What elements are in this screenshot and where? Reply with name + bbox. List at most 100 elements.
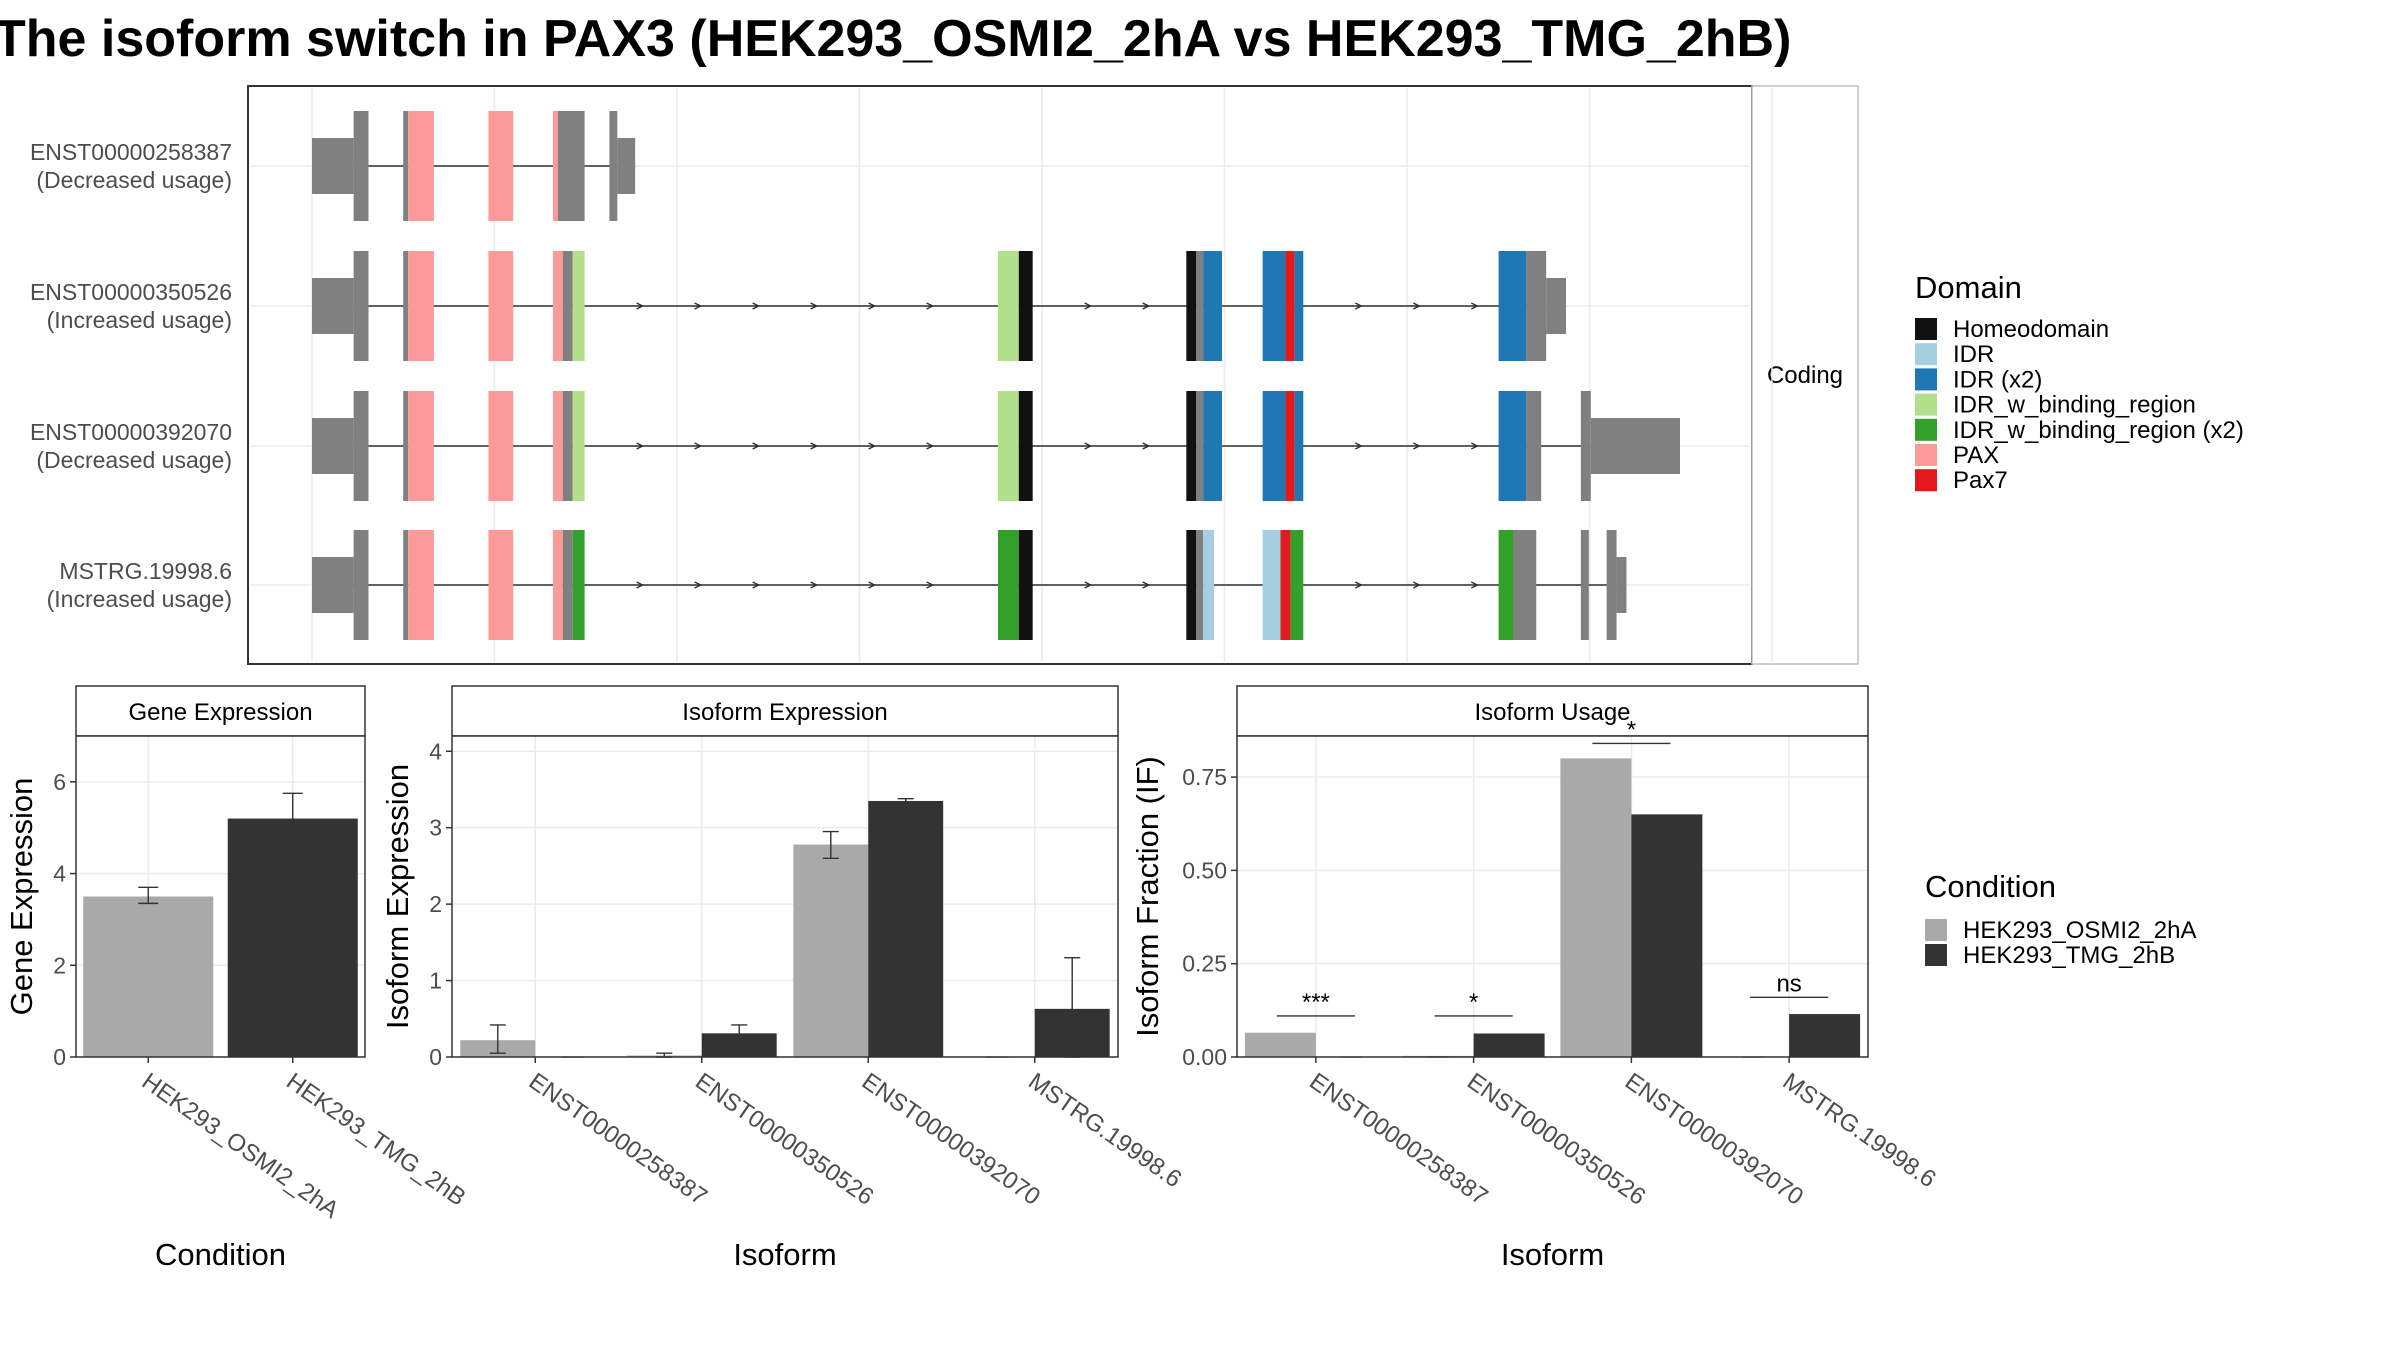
domain-block: [1498, 391, 1527, 501]
domain-block: [1186, 251, 1197, 361]
bar: [1473, 1033, 1545, 1057]
bar: [793, 844, 869, 1057]
domain-block: [997, 530, 1019, 640]
gene-expression-panel: Gene Expression0246HEK293_OSMI2_2hAHEK29…: [4, 685, 471, 1272]
intron-arrow: [1142, 442, 1151, 450]
intron-arrow: [636, 302, 645, 310]
transcript-usage-label: (Increased usage): [47, 586, 232, 612]
domain-block: [408, 530, 434, 640]
panel-strip-title: Isoform Usage: [1474, 699, 1630, 726]
x-tick-label: MSTRG.19998.6: [1023, 1068, 1186, 1193]
condition-legend-label: HEK293_OSMI2_2hA: [1963, 917, 2196, 944]
domain-block: [1262, 530, 1281, 640]
plot-area: [1237, 736, 1868, 1057]
domain-block: [1280, 530, 1291, 640]
domain-block: [488, 391, 514, 501]
exon-block: [1526, 251, 1547, 361]
intron-arrow: [926, 581, 935, 589]
bar-group: [460, 797, 1110, 1058]
intron-arrow: [1412, 302, 1421, 310]
x-axis-title: Isoform: [733, 1237, 836, 1272]
exon-block: [403, 251, 409, 361]
y-tick-label: 0.25: [1182, 951, 1227, 977]
domain-block: [1294, 251, 1304, 361]
domain-block: [1203, 530, 1215, 640]
y-tick-label: 1: [429, 968, 442, 994]
plot-border: [451, 735, 1119, 1058]
intron-arrow: [1470, 581, 1479, 589]
significance-label: *: [1469, 989, 1478, 1016]
domain-legend-label: IDR_w_binding_region (x2): [1953, 417, 2244, 444]
intron-arrow: [636, 581, 645, 589]
x-tick-label: MSTRG.19998.6: [1778, 1068, 1941, 1193]
domain-legend-label: Pax7: [1953, 467, 2008, 494]
x-axis-title: Isoform: [1501, 1237, 1604, 1272]
exon-block: [403, 391, 409, 501]
intron-arrow: [636, 442, 645, 450]
exon-block: [403, 530, 409, 640]
domain-block: [997, 391, 1019, 501]
x-tick-label: ENST00000392070: [857, 1068, 1045, 1211]
intron-arrow: [1084, 302, 1093, 310]
significance-label: ***: [1302, 989, 1330, 1016]
domain-block: [1018, 251, 1033, 361]
domain-legend-label: IDR (x2): [1953, 366, 2042, 393]
transcript-usage-label: (Decreased usage): [36, 167, 232, 193]
condition-legend-label: HEK293_TMG_2hB: [1963, 942, 2175, 969]
exon-block: [312, 138, 354, 194]
domain-legend-label: IDR: [1953, 341, 1994, 368]
domain-block: [1186, 530, 1197, 640]
domain-block: [1498, 251, 1527, 361]
domain-legend-swatch: [1915, 469, 1937, 492]
condition-legend-title: Condition: [1925, 869, 2056, 904]
domain-block: [488, 111, 514, 221]
x-tick-label: ENST00000258387: [524, 1068, 712, 1211]
exon-block: [312, 557, 354, 613]
panel-strip-title: Gene Expression: [128, 699, 312, 726]
y-tick-label: 4: [53, 861, 66, 887]
domain-block: [1018, 530, 1033, 640]
exon-block: [1196, 530, 1204, 640]
bar: [1631, 814, 1703, 1057]
panel-strip: [1236, 685, 1869, 737]
intron-arrow: [1470, 302, 1479, 310]
exon-block: [353, 391, 369, 501]
exon-block: [1196, 391, 1204, 501]
y-tick-label: 6: [53, 769, 66, 795]
exon-block: [1526, 391, 1542, 501]
exon-block: [312, 418, 354, 474]
domain-block: [1018, 391, 1033, 501]
intron-arrow: [868, 442, 877, 450]
domain-block: [552, 391, 563, 501]
transcript-usage-label: (Decreased usage): [36, 447, 232, 473]
domain-legend-label: Homeodomain: [1953, 316, 2109, 343]
domain-legend-swatch: [1915, 343, 1937, 366]
domain-block: [488, 251, 514, 361]
domain-legend-swatch: [1915, 444, 1937, 466]
exon-block: [353, 251, 369, 361]
intron-arrow: [1084, 581, 1093, 589]
intron-arrow: [1084, 442, 1093, 450]
domain-block: [572, 530, 585, 640]
y-tick-label: 0: [53, 1044, 66, 1070]
domain-block: [572, 251, 585, 361]
intron-arrow: [1354, 442, 1363, 450]
exon-block: [1590, 418, 1680, 474]
panel-strip: [75, 685, 366, 737]
domain-block: [1262, 391, 1286, 501]
panel-strip: [451, 685, 1119, 737]
bar: [1560, 758, 1632, 1057]
bar: [1789, 1014, 1861, 1057]
intron-arrow: [1412, 442, 1421, 450]
intron-arrow: [1470, 442, 1479, 450]
significance-label: ns: [1776, 970, 1801, 997]
exon-block: [562, 251, 573, 361]
transcript-id-label: ENST00000392070: [30, 419, 232, 445]
domain-block: [997, 251, 1019, 361]
domain-block: [1186, 391, 1197, 501]
bar: [868, 800, 944, 1057]
domain-block: [1203, 391, 1223, 501]
